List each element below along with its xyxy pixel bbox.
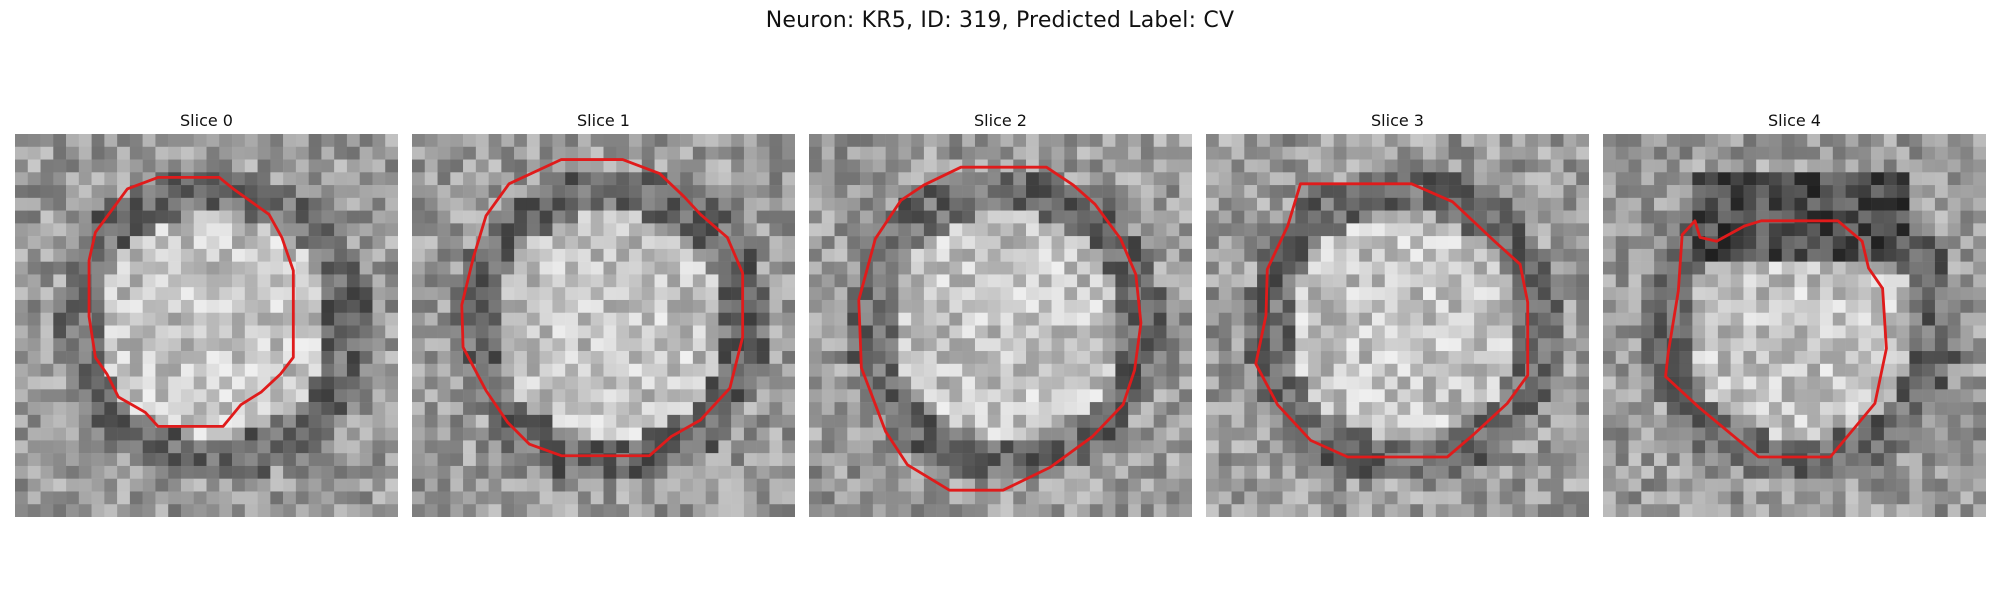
slice-title: Slice 3 — [1206, 108, 1589, 134]
slice-image-0 — [15, 134, 398, 517]
slice-title: Slice 2 — [809, 108, 1192, 134]
pixel-grid — [809, 134, 1192, 517]
slice-title: Slice 1 — [412, 108, 795, 134]
pixel-grid — [15, 134, 398, 517]
pixel-grid — [1603, 134, 1986, 517]
slice-title: Slice 0 — [15, 108, 398, 134]
slice-panel-1: Slice 1 — [412, 108, 795, 517]
slice-panel-0: Slice 0 — [15, 108, 398, 517]
figure-title: Neuron: KR5, ID: 319, Predicted Label: C… — [0, 8, 2000, 33]
slice-image-3 — [1206, 134, 1589, 517]
slice-panel-3: Slice 3 — [1206, 108, 1589, 517]
pixel-grid — [412, 134, 795, 517]
slice-panel-2: Slice 2 — [809, 108, 1192, 517]
slice-image-2 — [809, 134, 1192, 517]
slice-image-1 — [412, 134, 795, 517]
slice-title: Slice 4 — [1603, 108, 1986, 134]
slice-panel-4: Slice 4 — [1603, 108, 1986, 517]
slice-image-4 — [1603, 134, 1986, 517]
